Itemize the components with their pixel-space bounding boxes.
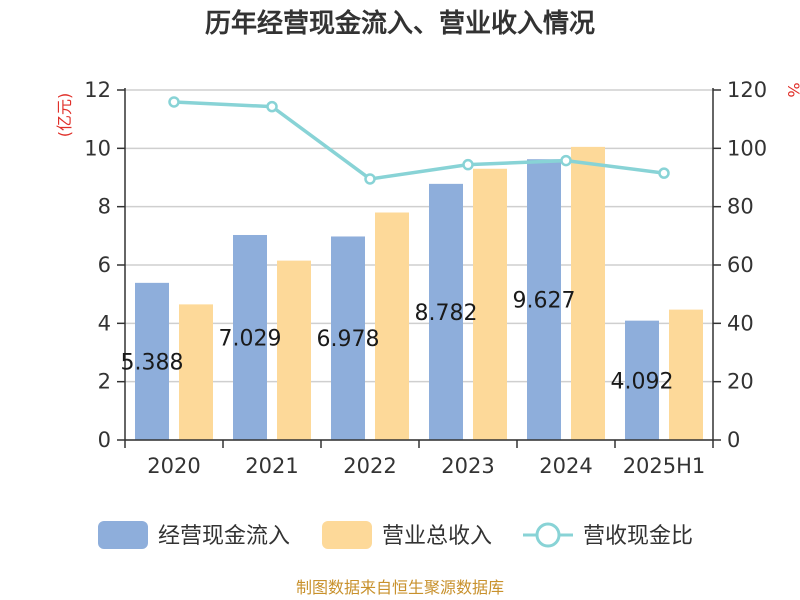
bar-营业总收入-2025H1 [669, 309, 703, 440]
bar-营业总收入-2023 [473, 168, 507, 440]
legend-item-经营现金流入: 经营现金流入 [98, 521, 290, 549]
x-tick-label: 2023 [441, 454, 494, 478]
data-label-2021: 7.029 [219, 326, 282, 351]
bar-经营现金流入-2025H1 [625, 320, 659, 440]
left-tick-label: 0 [98, 428, 111, 452]
bar-营业总收入-2024 [571, 146, 605, 440]
point-营收现金比-2024 [560, 154, 572, 167]
source-note: 制图数据来自恒生聚源数据库 [296, 578, 504, 597]
bar-经营现金流入-2021 [233, 234, 267, 440]
bar-经营现金流入-2024 [527, 159, 561, 440]
right-tick-label: 80 [727, 195, 754, 219]
x-tick-label: 2020 [147, 454, 200, 478]
point-营收现金比-2020 [168, 96, 180, 108]
bar-营业总收入-2021 [277, 260, 311, 440]
left-axis-unit: (亿元) [55, 93, 74, 138]
point-营收现金比-2021 [266, 100, 278, 113]
right-tick-label: 60 [727, 253, 754, 277]
x-tick-label: 2024 [539, 454, 592, 478]
right-tick-label: 40 [727, 311, 754, 335]
right-tick-label: 20 [727, 370, 754, 394]
legend-swatch [98, 521, 148, 549]
left-tick-label: 10 [84, 136, 111, 160]
left-tick-label: 6 [98, 253, 111, 277]
legend: 经营现金流入 营业总收入 营收现金比 [98, 521, 693, 549]
legend-item-营收现金比: 营收现金比 [523, 522, 693, 549]
ratio-line [168, 96, 670, 185]
left-tick-label: 8 [98, 195, 111, 219]
chart-title: 历年经营现金流入、营业收入情况 [205, 8, 595, 39]
legend-label: 经营现金流入 [158, 524, 290, 549]
legend-item-营业总收入: 营业总收入 [322, 521, 492, 549]
data-label-2023: 8.782 [415, 301, 478, 326]
bar-经营现金流入-2020 [135, 282, 169, 440]
bar-经营现金流入-2023 [429, 183, 463, 440]
x-tick-label: 2021 [245, 454, 298, 478]
point-营收现金比-2025H1 [658, 167, 670, 179]
legend-swatch-marker [535, 522, 561, 548]
left-tick-label: 4 [98, 311, 111, 335]
left-tick-label: 2 [98, 370, 111, 394]
bar-营业总收入-2020 [179, 304, 213, 440]
right-tick-label: 100 [727, 136, 767, 160]
right-tick-label: 120 [727, 78, 767, 102]
bar-营业总收入-2022 [375, 212, 409, 440]
bars [135, 146, 703, 440]
legend-label: 营收现金比 [583, 524, 693, 549]
line-营收现金比 [173, 100, 665, 181]
data-label-2020: 5.388 [121, 350, 184, 375]
data-label-2025H1: 4.092 [611, 369, 674, 394]
data-label-2022: 6.978 [317, 327, 380, 352]
legend-swatch [322, 521, 372, 549]
right-tick-label: 0 [727, 428, 740, 452]
point-营收现金比-2022 [364, 173, 376, 185]
right-axis-unit: % [784, 82, 800, 97]
grid-lines [125, 89, 713, 441]
x-tick-label: 2022 [343, 454, 396, 478]
legend-label: 营业总收入 [382, 524, 492, 549]
left-tick-label: 12 [84, 78, 111, 102]
point-营收现金比-2023 [462, 158, 474, 171]
x-tick-label: 2025H1 [623, 454, 706, 478]
data-label-2024: 9.627 [513, 289, 576, 314]
data-labels: 5.388 7.029 6.978 8.782 9.627 4.092 [121, 289, 674, 395]
bar-经营现金流入-2022 [331, 236, 365, 440]
